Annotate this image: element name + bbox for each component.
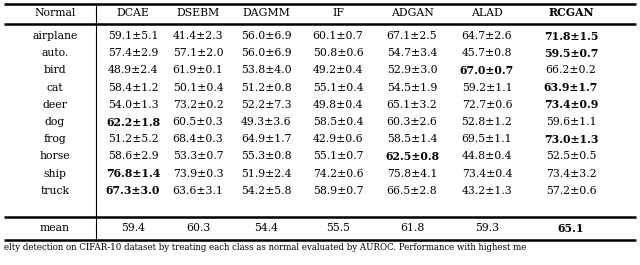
Text: 73.4±0.4: 73.4±0.4 (461, 169, 512, 179)
Text: 63.6±3.1: 63.6±3.1 (173, 186, 223, 196)
Text: 66.2±0.2: 66.2±0.2 (545, 65, 596, 76)
Text: 48.9±2.4: 48.9±2.4 (108, 65, 158, 76)
Text: ADGAN: ADGAN (390, 8, 433, 18)
Text: cat: cat (47, 83, 63, 92)
Text: 53.3±0.7: 53.3±0.7 (173, 151, 223, 161)
Text: 67.1±2.5: 67.1±2.5 (387, 31, 437, 41)
Text: 56.0±6.9: 56.0±6.9 (241, 48, 291, 58)
Text: 73.4±3.2: 73.4±3.2 (546, 169, 596, 179)
Text: 54.4: 54.4 (254, 223, 278, 233)
Text: 58.5±0.4: 58.5±0.4 (313, 117, 364, 127)
Text: 53.8±4.0: 53.8±4.0 (241, 65, 291, 76)
Text: 67.0±0.7: 67.0±0.7 (460, 65, 514, 76)
Text: 49.3±3.6: 49.3±3.6 (241, 117, 291, 127)
Text: 51.2±5.2: 51.2±5.2 (108, 134, 158, 144)
Text: 75.8±4.1: 75.8±4.1 (387, 169, 437, 179)
Text: 41.4±2.3: 41.4±2.3 (173, 31, 223, 41)
Text: DAGMM: DAGMM (242, 8, 290, 18)
Text: 68.4±0.3: 68.4±0.3 (173, 134, 223, 144)
Text: airplane: airplane (32, 31, 77, 41)
Text: frog: frog (44, 134, 67, 144)
Text: 67.3±3.0: 67.3±3.0 (106, 185, 160, 196)
Text: 60.1±0.7: 60.1±0.7 (312, 31, 364, 41)
Text: 51.9±2.4: 51.9±2.4 (241, 169, 291, 179)
Text: 52.8±1.2: 52.8±1.2 (461, 117, 513, 127)
Text: 59.2±1.1: 59.2±1.1 (461, 83, 512, 92)
Text: 50.8±0.6: 50.8±0.6 (312, 48, 364, 58)
Text: 59.1±5.1: 59.1±5.1 (108, 31, 158, 41)
Text: 52.9±3.0: 52.9±3.0 (387, 65, 437, 76)
Text: 73.9±0.3: 73.9±0.3 (173, 169, 223, 179)
Text: 57.4±2.9: 57.4±2.9 (108, 48, 158, 58)
Text: 59.4: 59.4 (121, 223, 145, 233)
Text: 62.5±0.8: 62.5±0.8 (385, 151, 439, 162)
Text: 73.0±1.3: 73.0±1.3 (544, 134, 598, 145)
Text: 72.7±0.6: 72.7±0.6 (461, 100, 512, 110)
Text: 65.1: 65.1 (557, 223, 584, 233)
Text: 55.5: 55.5 (326, 223, 350, 233)
Text: 43.2±1.3: 43.2±1.3 (461, 186, 513, 196)
Text: ALAD: ALAD (471, 8, 503, 18)
Text: 58.9±0.7: 58.9±0.7 (313, 186, 364, 196)
Text: 59.6±1.1: 59.6±1.1 (546, 117, 596, 127)
Text: 60.3±2.6: 60.3±2.6 (387, 117, 437, 127)
Text: auto.: auto. (42, 48, 68, 58)
Text: 54.5±1.9: 54.5±1.9 (387, 83, 437, 92)
Text: 50.1±0.4: 50.1±0.4 (173, 83, 223, 92)
Text: 76.8±1.4: 76.8±1.4 (106, 168, 160, 179)
Text: RCGAN: RCGAN (548, 7, 594, 19)
Text: 73.4±0.9: 73.4±0.9 (544, 99, 598, 110)
Text: mean: mean (40, 223, 70, 233)
Text: 55.3±0.8: 55.3±0.8 (241, 151, 291, 161)
Text: 54.2±5.8: 54.2±5.8 (241, 186, 291, 196)
Text: 54.0±1.3: 54.0±1.3 (108, 100, 158, 110)
Text: 51.2±0.8: 51.2±0.8 (241, 83, 291, 92)
Text: bird: bird (44, 65, 67, 76)
Text: deer: deer (43, 100, 67, 110)
Text: 61.9±0.1: 61.9±0.1 (173, 65, 223, 76)
Text: IF: IF (332, 8, 344, 18)
Text: 58.6±2.9: 58.6±2.9 (108, 151, 158, 161)
Text: 66.5±2.8: 66.5±2.8 (387, 186, 437, 196)
Text: Normal: Normal (35, 8, 76, 18)
Text: 65.1±3.2: 65.1±3.2 (387, 100, 437, 110)
Text: 62.2±1.8: 62.2±1.8 (106, 117, 160, 127)
Text: ship: ship (44, 169, 67, 179)
Text: 45.7±0.8: 45.7±0.8 (461, 48, 512, 58)
Text: 59.5±0.7: 59.5±0.7 (544, 48, 598, 59)
Text: 74.2±0.6: 74.2±0.6 (313, 169, 364, 179)
Text: truck: truck (40, 186, 70, 196)
Text: dog: dog (45, 117, 65, 127)
Text: DCAE: DCAE (116, 8, 149, 18)
Text: 58.4±1.2: 58.4±1.2 (108, 83, 158, 92)
Text: elty detection on CIFAR-10 dataset by treating each class as normal evaluated by: elty detection on CIFAR-10 dataset by tr… (4, 244, 526, 253)
Text: 49.2±0.4: 49.2±0.4 (313, 65, 364, 76)
Text: 60.5±0.3: 60.5±0.3 (173, 117, 223, 127)
Text: 54.7±3.4: 54.7±3.4 (387, 48, 437, 58)
Text: 56.0±6.9: 56.0±6.9 (241, 31, 291, 41)
Text: DSEBM: DSEBM (177, 8, 220, 18)
Text: 55.1±0.7: 55.1±0.7 (313, 151, 364, 161)
Text: 42.9±0.6: 42.9±0.6 (313, 134, 364, 144)
Text: 63.9±1.7: 63.9±1.7 (544, 82, 598, 93)
Text: 64.7±2.6: 64.7±2.6 (461, 31, 512, 41)
Text: 73.2±0.2: 73.2±0.2 (173, 100, 223, 110)
Text: 69.5±1.1: 69.5±1.1 (461, 134, 512, 144)
Text: 71.8±1.5: 71.8±1.5 (544, 30, 598, 42)
Text: 58.5±1.4: 58.5±1.4 (387, 134, 437, 144)
Text: 52.2±7.3: 52.2±7.3 (241, 100, 291, 110)
Text: 61.8: 61.8 (400, 223, 424, 233)
Text: 44.8±0.4: 44.8±0.4 (461, 151, 512, 161)
Text: 60.3: 60.3 (186, 223, 210, 233)
Text: 57.2±0.6: 57.2±0.6 (546, 186, 596, 196)
Text: 55.1±0.4: 55.1±0.4 (313, 83, 364, 92)
Text: 52.5±0.5: 52.5±0.5 (546, 151, 596, 161)
Text: 59.3: 59.3 (475, 223, 499, 233)
Text: 49.8±0.4: 49.8±0.4 (313, 100, 364, 110)
Text: 57.1±2.0: 57.1±2.0 (173, 48, 223, 58)
Text: 64.9±1.7: 64.9±1.7 (241, 134, 291, 144)
Text: horse: horse (40, 151, 70, 161)
